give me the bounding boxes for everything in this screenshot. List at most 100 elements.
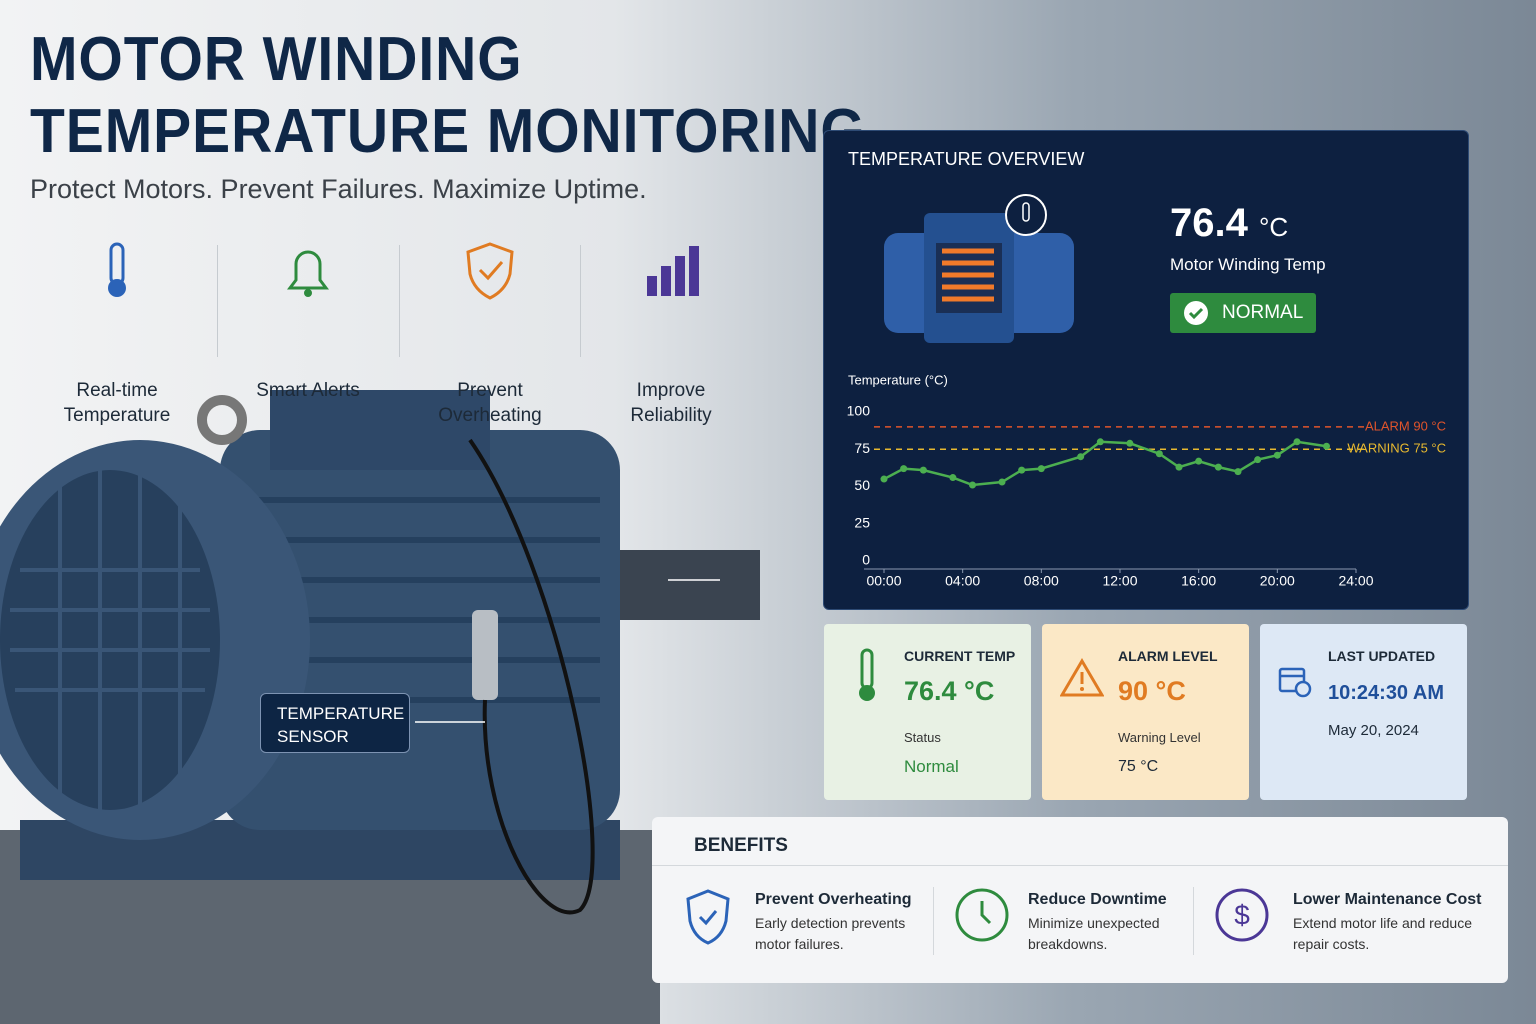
data-line [883, 440, 1327, 487]
card-sub-label: Warning Level [1118, 730, 1201, 745]
x-tick-label: 04:00 [945, 573, 980, 589]
svg-text:$: $ [1234, 899, 1250, 930]
separator [399, 245, 400, 357]
separator [580, 245, 581, 357]
data-point [1323, 442, 1330, 450]
subtitle: Protect Motors. Prevent Failures. Maximi… [30, 174, 647, 204]
bell-icon [287, 250, 329, 297]
motor-illustration [0, 390, 760, 1024]
y-axis-label: Temperature (°C) [848, 372, 948, 387]
data-point [1126, 439, 1134, 447]
thermometer-icon [859, 648, 875, 701]
data-point [1293, 438, 1301, 446]
reading-value: 76.4 [1170, 201, 1248, 245]
updated-card: LAST UPDATED 10:24:30 AM May 20, 2024 [1260, 624, 1467, 800]
x-tick-label: 00:00 [866, 573, 901, 589]
card-value: 10:24:30 AM [1328, 682, 1444, 704]
data-point [919, 466, 927, 474]
data-point [880, 475, 888, 483]
threshold-label: ALARM 90 °C [1365, 418, 1446, 433]
feature: Real-time Temperature [27, 240, 207, 426]
y-tick-label: 75 [854, 440, 870, 456]
reading-caption: Motor Winding Temp [1170, 255, 1326, 274]
feature-label: Smart Alerts [256, 380, 360, 401]
card-sub-label: Status [904, 730, 941, 745]
data-point [1077, 453, 1085, 461]
data-point [998, 478, 1006, 486]
x-tick-label: 16:00 [1181, 573, 1216, 589]
data-point [1195, 457, 1203, 465]
title: MOTOR WINDING TEMPERATURE MONITORING [30, 25, 866, 166]
data-point [1037, 465, 1045, 473]
callout-label: TEMPERATURE SENSOR [277, 704, 405, 746]
feature-label: Improve Reliability [630, 380, 712, 426]
data-point [969, 481, 976, 489]
overview-reading: 76.4 °C [1170, 201, 1288, 246]
panel-title: TEMPERATURE OVERVIEW [848, 149, 1085, 169]
card-sub-value: May 20, 2024 [1328, 722, 1419, 739]
data-point [1175, 463, 1183, 471]
data-point [1155, 450, 1163, 458]
x-tick-label: 24:00 [1338, 573, 1373, 589]
data-point [1096, 438, 1104, 446]
benefit-text: Extend motor life and reduce repair cost… [1293, 915, 1472, 952]
chart: Temperature (°C) 0 25 50 75 100 00:00 04:00 08:… [847, 372, 1446, 589]
y-tick-label: 100 [847, 403, 871, 419]
status-badge: NORMAL [1170, 293, 1316, 333]
alarm-card: ALARM LEVEL 90 °C Warning Level 75 °C [1042, 624, 1249, 800]
y-tick-label: 0 [862, 552, 870, 568]
card-value: 76.4 °C [904, 676, 995, 706]
card-sub-value: Normal [904, 757, 959, 776]
check-icon [1184, 301, 1208, 325]
y-tick-label: 50 [854, 477, 870, 493]
benefit-text: Early detection prevents motor failures. [755, 915, 906, 952]
data-point [1018, 466, 1026, 474]
divider [1193, 887, 1194, 955]
dollar-icon: $ [1215, 888, 1269, 942]
benefit-title: Lower Maintenance Cost [1293, 891, 1482, 908]
card-title: CURRENT TEMP [904, 648, 1016, 664]
feature-label: Prevent Overheating [438, 380, 542, 426]
divider [933, 887, 934, 955]
data-point [1234, 468, 1242, 476]
x-tick-label: 20:00 [1260, 573, 1295, 589]
feature: Prevent Overheating [400, 240, 580, 426]
data-point [1254, 456, 1262, 464]
card-sub-value: 75 °C [1118, 758, 1159, 775]
benefits-panel: BENEFITS Prevent Overheating Early detec… [652, 817, 1508, 983]
card-value: 90 °C [1118, 676, 1186, 706]
current-temp-card: CURRENT TEMP 76.4 °C Status Normal [824, 624, 1031, 800]
separator [217, 245, 218, 357]
data-point [1214, 463, 1222, 471]
clock-icon [955, 888, 1009, 942]
x-tick-label: 12:00 [1102, 573, 1137, 589]
feature: Improve Reliability [581, 240, 761, 426]
sensor-callout: TEMPERATURE SENSOR [260, 693, 410, 753]
benefit-text: Minimize unexpected breakdowns. [1028, 915, 1160, 952]
bars-icon [647, 246, 699, 296]
benefits-title: BENEFITS [694, 835, 788, 856]
benefit-title: Reduce Downtime [1028, 891, 1167, 908]
divider [652, 865, 1508, 866]
status-text: NORMAL [1222, 302, 1304, 323]
motor-icon [884, 194, 1074, 343]
overview-panel: TEMPERATURE OVERVIEW 76.4 °C Motor Windi… [823, 130, 1469, 610]
data-point [1273, 451, 1281, 459]
shield-icon [466, 242, 514, 300]
y-tick-label: 25 [854, 514, 870, 530]
benefit-title: Prevent Overheating [755, 891, 912, 908]
feature: Smart Alerts [218, 240, 398, 401]
card-title: ALARM LEVEL [1118, 648, 1218, 664]
card-title: LAST UPDATED [1328, 648, 1436, 664]
data-point [949, 474, 957, 482]
warning-icon [1060, 658, 1104, 697]
feature-label: Real-time Temperature [63, 380, 171, 426]
shield-icon [686, 889, 730, 945]
calendar-icon [1278, 667, 1312, 698]
reading-unit: °C [1258, 212, 1289, 242]
data-point [900, 465, 908, 473]
thermometer-icon [108, 242, 126, 297]
x-tick-label: 08:00 [1024, 573, 1059, 589]
threshold-label: WARNING 75 °C [1347, 441, 1446, 456]
